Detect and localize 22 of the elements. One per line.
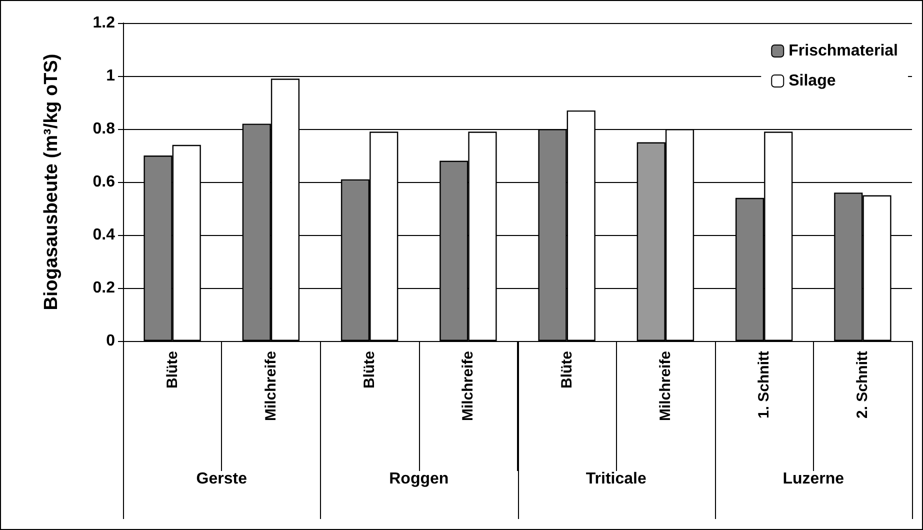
- x-tick-label: Blüte: [164, 351, 181, 388]
- y-tick-label: 0.4: [92, 226, 116, 244]
- y-tick-label: 1: [106, 68, 116, 84]
- legend-label: Frischmaterial: [788, 42, 898, 60]
- text: Roggen: [389, 470, 449, 488]
- legend-label: Silage: [788, 72, 836, 90]
- text: Triticale: [586, 470, 646, 488]
- x-tick-label: 2. Schnitt: [854, 351, 872, 419]
- x-tick-label: Blüte: [558, 351, 576, 388]
- y-tick-label: 0.6: [92, 174, 116, 190]
- x-tick-label: 1. Schnitt: [756, 351, 773, 419]
- y-tick-label: 0.8: [92, 120, 116, 138]
- text: Gerste: [196, 470, 248, 488]
- y-tick-label: 1.2: [92, 14, 116, 32]
- y-tick-label: 0: [106, 332, 116, 350]
- y-tick-label: 0.2: [92, 280, 116, 296]
- x-tick-label: Milchreife: [460, 351, 477, 422]
- x-tick-label: Milchreife: [262, 351, 280, 422]
- y-axis-title: Biogasausbeute (m³/kg oTS): [41, 54, 62, 310]
- text: Luzerne: [782, 470, 844, 488]
- x-tick-label: Milchreife: [656, 351, 674, 422]
- x-tick-label: Blüte: [361, 351, 378, 388]
